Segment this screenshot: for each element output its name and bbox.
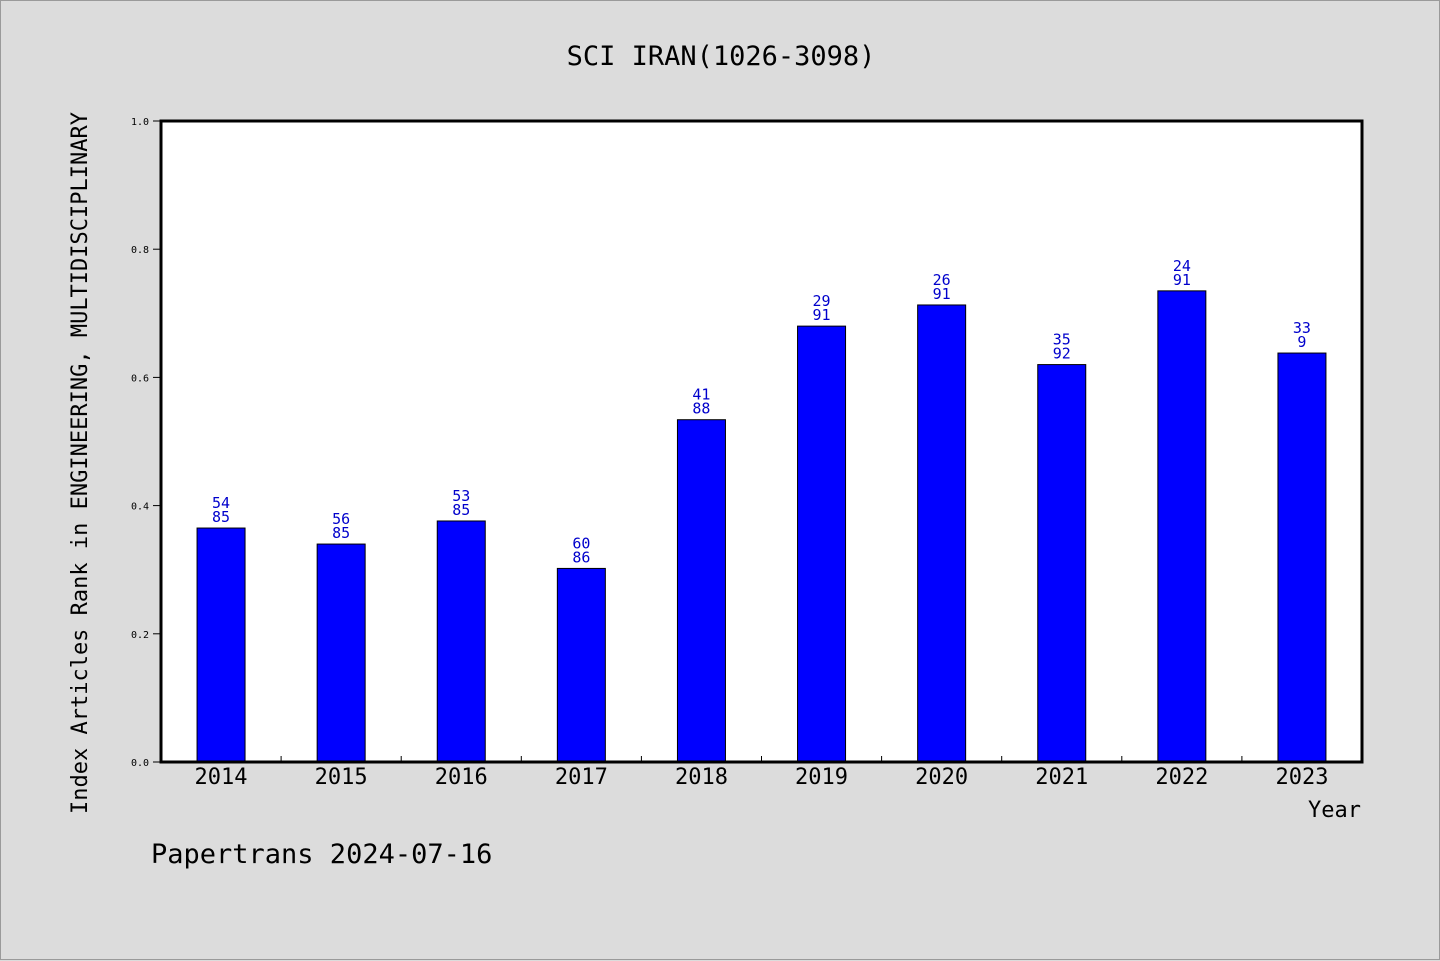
x-tick-label-2017: 2017 — [555, 765, 608, 790]
x-tick-label-2023: 2023 — [1275, 765, 1328, 790]
y-tick-label-0.4: 0.4 — [131, 502, 149, 513]
bar-2014 — [196, 527, 246, 763]
bar-2019 — [797, 325, 847, 763]
data-label-2017-top: 60 — [572, 534, 590, 552]
y-tick-label-0.6: 0.6 — [131, 373, 149, 384]
bar-2018 — [676, 419, 726, 763]
x-tick-label-2015: 2015 — [315, 765, 368, 790]
footer-text: Papertrans 2024-07-16 — [151, 839, 492, 870]
x-tick-label-2019: 2019 — [795, 765, 848, 790]
data-label-2023-bottom: 9 — [1297, 333, 1306, 351]
data-label-2023-top: 33 — [1293, 319, 1311, 337]
bar-2016 — [436, 520, 486, 763]
data-label-2014-bottom: 85 — [212, 508, 230, 526]
y-tick-label-1.0: 1.0 — [131, 117, 149, 128]
y-axis-label: Index Articles Rank in ENGINEERING, MULT… — [68, 112, 93, 814]
chart-title: SCI IRAN(1026-3098) — [567, 41, 876, 72]
data-label-2018-bottom: 88 — [692, 400, 710, 418]
data-label-2020-top: 26 — [933, 271, 951, 289]
x-axis-label: Year — [1308, 798, 1361, 823]
data-label-2019-top: 29 — [813, 292, 831, 310]
x-tick-label-2014: 2014 — [195, 765, 248, 790]
data-label-2017-bottom: 86 — [572, 548, 590, 566]
bar-2017 — [556, 567, 606, 763]
x-tick-label-2021: 2021 — [1035, 765, 1088, 790]
plot-border — [159, 119, 1364, 764]
data-label-2022-bottom: 91 — [1173, 271, 1191, 289]
x-tick-label-2022: 2022 — [1155, 765, 1208, 790]
bar-2020 — [917, 304, 967, 763]
data-label-2015-bottom: 85 — [332, 524, 350, 542]
data-label-2020-bottom: 91 — [933, 285, 951, 303]
bar-2015 — [316, 543, 366, 763]
ticks-layer: 2014 2015 2016 2017 2018 2019 2020 2021 2022 2023… — [131, 117, 1329, 790]
data-label-2015-top: 56 — [332, 510, 350, 528]
y-tick-label-0.0: 0.0 — [131, 758, 149, 769]
x-tick-label-2018: 2018 — [675, 765, 728, 790]
bar-2022 — [1157, 290, 1207, 763]
y-tick-label-0.2: 0.2 — [131, 630, 149, 641]
data-label-2019-bottom: 91 — [813, 306, 831, 324]
x-tick-label-2020: 2020 — [915, 765, 968, 790]
data-label-2022-top: 24 — [1173, 257, 1191, 275]
bar-2021 — [1037, 364, 1087, 763]
data-label-2021-top: 35 — [1053, 331, 1071, 349]
data-label-2014-top: 54 — [212, 494, 230, 512]
data-label-2021-bottom: 92 — [1053, 345, 1071, 363]
data-label-2016-top: 53 — [452, 487, 470, 505]
bar-2023 — [1277, 352, 1327, 763]
x-tick-label-2016: 2016 — [435, 765, 488, 790]
y-tick-label-0.8: 0.8 — [131, 245, 149, 256]
data-label-2018-top: 41 — [692, 386, 710, 404]
data-label-2016-bottom: 85 — [452, 501, 470, 519]
